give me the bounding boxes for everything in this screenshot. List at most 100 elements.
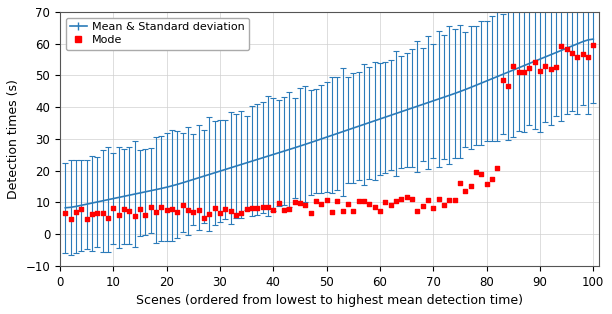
Point: [423, 198, 433, 203]
Point: [572, 55, 582, 60]
Point: [493, 165, 502, 170]
Point: [343, 202, 353, 207]
Point: [524, 66, 534, 71]
Point: [370, 204, 379, 209]
Point: [428, 205, 438, 210]
Point: [199, 215, 209, 220]
Point: [263, 204, 273, 209]
Point: [311, 199, 321, 204]
Point: [252, 206, 262, 211]
Point: [482, 182, 491, 187]
Point: [92, 211, 102, 216]
Point: [578, 52, 588, 57]
Point: [82, 216, 92, 221]
Point: [258, 204, 267, 209]
Point: [530, 60, 540, 65]
Point: [466, 184, 476, 189]
Point: [188, 210, 198, 215]
Point: [359, 199, 369, 204]
Point: [562, 46, 572, 51]
Point: [247, 206, 257, 211]
Point: [471, 170, 481, 175]
Point: [231, 213, 241, 218]
Point: [434, 196, 444, 201]
Point: [274, 200, 283, 205]
Point: [381, 199, 390, 204]
Point: [567, 50, 577, 55]
Point: [76, 206, 86, 211]
Point: [65, 216, 75, 221]
Point: [509, 64, 518, 69]
Point: [146, 205, 155, 210]
Point: [338, 208, 348, 214]
X-axis label: Scenes (ordered from lowest to highest mean detection time): Scenes (ordered from lowest to highest m…: [136, 294, 523, 307]
Point: [114, 212, 124, 217]
Point: [540, 64, 550, 69]
Point: [135, 206, 145, 211]
Point: [98, 211, 108, 216]
Point: [306, 211, 316, 216]
Point: [279, 208, 289, 213]
Point: [418, 203, 428, 208]
Point: [583, 55, 593, 60]
Point: [354, 198, 364, 203]
Point: [167, 206, 177, 211]
Point: [61, 211, 70, 216]
Point: [151, 209, 161, 214]
Legend: Mean & Standard deviation, Mode: Mean & Standard deviation, Mode: [65, 18, 249, 50]
Point: [556, 43, 566, 48]
Point: [386, 203, 395, 208]
Point: [322, 197, 332, 202]
Point: [332, 199, 342, 204]
Point: [295, 201, 305, 206]
Point: [401, 195, 411, 200]
Point: [103, 216, 113, 221]
Point: [71, 209, 81, 214]
Point: [375, 208, 385, 214]
Point: [407, 196, 417, 201]
Point: [130, 214, 140, 219]
Point: [316, 202, 326, 207]
Point: [513, 70, 523, 75]
Point: [236, 210, 246, 215]
Point: [162, 207, 171, 212]
Point: [183, 207, 193, 212]
Y-axis label: Detection times (s): Detection times (s): [7, 79, 20, 199]
Point: [269, 207, 278, 212]
Point: [546, 67, 556, 72]
Point: [204, 211, 214, 216]
Point: [226, 208, 236, 214]
Point: [588, 43, 598, 48]
Point: [108, 205, 118, 210]
Point: [551, 65, 561, 70]
Point: [327, 209, 337, 214]
Point: [412, 208, 422, 213]
Point: [140, 212, 150, 217]
Point: [503, 84, 513, 89]
Point: [455, 181, 465, 186]
Point: [289, 200, 299, 205]
Point: [285, 207, 294, 212]
Point: [460, 189, 470, 194]
Point: [519, 69, 529, 74]
Point: [476, 171, 486, 176]
Point: [397, 197, 406, 202]
Point: [157, 204, 166, 209]
Point: [119, 206, 129, 211]
Point: [348, 209, 358, 214]
Point: [487, 176, 497, 181]
Point: [210, 206, 220, 211]
Point: [450, 198, 460, 203]
Point: [87, 211, 97, 216]
Point: [220, 206, 230, 211]
Point: [300, 202, 310, 207]
Point: [444, 197, 454, 202]
Point: [498, 77, 507, 82]
Point: [242, 206, 252, 211]
Point: [194, 207, 204, 212]
Point: [535, 68, 545, 73]
Point: [215, 211, 225, 216]
Point: [124, 208, 134, 213]
Point: [439, 203, 449, 208]
Point: [177, 203, 187, 208]
